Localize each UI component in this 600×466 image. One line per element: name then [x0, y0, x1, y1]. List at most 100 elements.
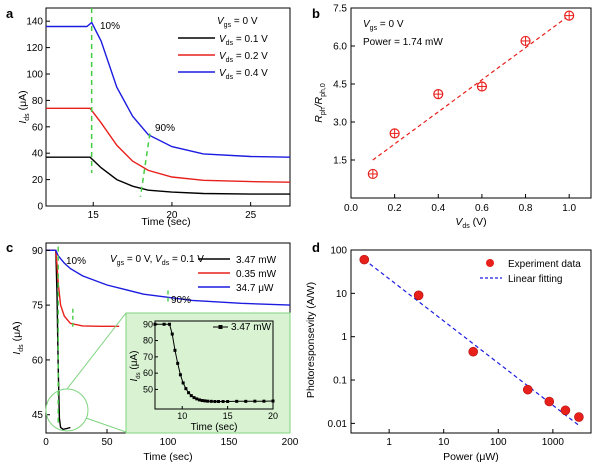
inset-point-12 [195, 397, 199, 401]
inset-point-20 [221, 400, 225, 404]
panel-d-point-5 [560, 405, 571, 416]
panel-b-point-5 [564, 10, 575, 21]
panel-b-point-4 [520, 35, 531, 47]
zoom-connector-top [66, 312, 127, 390]
panel-b-point-0 [367, 168, 378, 180]
panel-c-10pct-label: 10% [66, 256, 86, 267]
panel-c-xtick-label-1: 50 [101, 437, 113, 448]
panel-b-annotation-power: Power = 1.74 mW [363, 37, 443, 48]
inset-point-10 [189, 394, 193, 398]
panel-b-ytick-label-4: 7.5 [333, 4, 347, 15]
panel-b-xlabel: Vds (V) [455, 216, 486, 230]
panel-b-xtick-label-4: 0.8 [519, 203, 533, 214]
inset-point-25 [262, 399, 266, 403]
zoom-circle [45, 388, 89, 432]
inset-point-15 [203, 399, 207, 403]
inset-point-5 [176, 361, 180, 365]
inset-point-18 [213, 400, 217, 404]
panel-d-ylabel: Photoresponsevity (A/W) [305, 282, 317, 398]
inset-point-19 [217, 400, 221, 404]
panel-a-label: a [6, 6, 14, 21]
panel-d-legend: Experiment data Linear fitting [480, 259, 581, 285]
panel-a-series-1 [46, 107, 291, 183]
panel-b-label: b [312, 6, 320, 21]
panel-a-ylabel: Ids (μA) [17, 90, 31, 123]
panel-d-legend-0: Experiment data [508, 259, 581, 270]
panel-d-point-2 [468, 346, 479, 357]
panel-a-xtick-label-2: 25 [245, 210, 257, 221]
inset-point-11 [192, 396, 196, 400]
panel-c-legend-1: 0.35 mW [236, 269, 277, 280]
panel-c-ytick-label-2: 75 [32, 301, 44, 312]
panel-a-ytick-label-5: 100 [26, 70, 43, 81]
panel-d-xlabel: Power (μW) [443, 451, 499, 463]
panel-b-xtick-label-1: 0.2 [388, 203, 402, 214]
panel-d-xtick-label-3: 1000 [542, 437, 565, 448]
panel-a-series-2 [46, 21, 291, 158]
legend-marker-experiment [486, 259, 494, 267]
inset-point-22 [235, 399, 239, 403]
panel-c-series-0 [46, 249, 71, 431]
inset-point-1 [162, 322, 166, 326]
panel-c-xtick-label-3: 150 [221, 437, 238, 448]
panel-d-fit-line [363, 259, 580, 426]
panel-a-90pct-marker [139, 133, 151, 197]
panel-a-series-0 [46, 156, 290, 195]
panel-c-label: c [6, 240, 13, 255]
inset-point-13 [197, 398, 201, 402]
panel-c-xlabel: Time (sec) [143, 451, 192, 463]
inset-point-26 [271, 399, 275, 403]
panel-b-point-3 [476, 81, 488, 92]
panel-b-xtick-label-3: 0.6 [475, 203, 489, 214]
panel-c-legend-2: 34.7 μW [236, 283, 274, 294]
inset-point-8 [184, 387, 188, 391]
panel-c-legend: Vgs = 0 V, Vds = 0.1 V 3.47 mW 0.35 mW 3… [110, 254, 277, 294]
panel-d-ytick-label-2: 1 [341, 332, 347, 343]
panel-a-90pct-label: 90% [155, 123, 175, 134]
panel-b-ytick-label-0: 1.5 [333, 156, 347, 167]
panel-d-point-0 [359, 254, 370, 265]
panel-a-xlabel: Time (sec) [141, 216, 190, 228]
inset-point-17 [209, 399, 213, 403]
panel-b: b 0.0 0.2 0.4 0.6 0.8 1.0 1.5 3.0 4.5 6.0 7.5 Vgs … [312, 4, 592, 230]
panel-b-annotation-vgs: Vgs = 0 V [363, 19, 404, 32]
panel-d-xtick-label-2: 100 [490, 437, 507, 448]
inset-legend-label: 3.47 mW [231, 322, 272, 333]
inset-point-14 [200, 399, 204, 403]
panel-a-legend-title: Vgs = 0 V [217, 16, 258, 29]
panel-c-legend-0: 3.47 mW [236, 255, 277, 266]
panel-b-point-1 [389, 128, 400, 139]
inset-xlabel: Time (sec) [191, 422, 238, 433]
panel-b-ytick-label-3: 6.0 [333, 42, 347, 53]
panel-d-ytick-label-4: 100 [330, 246, 347, 257]
panel-c-xtick-label-2: 100 [160, 437, 177, 448]
panel-c-ytick-label-0: 45 [32, 410, 44, 421]
panel-c-ytick-label-3: 90 [32, 246, 44, 257]
panel-d: d 1 10 100 1000 0.01 0.1 1 10 100 Experiment dat… [305, 240, 592, 463]
panel-a-ytick-label-1: 20 [32, 175, 44, 186]
panel-d-point-6 [574, 412, 584, 422]
panel-b-fit-line [372, 15, 570, 161]
panel-a-xtick-label-0: 15 [88, 210, 100, 221]
inset-background [125, 312, 291, 434]
panel-d-ytick-label-3: 10 [336, 289, 348, 300]
panel-c-legend-title: Vgs = 0 V, Vds = 0.1 V [110, 254, 204, 267]
panel-b-xtick-label-0: 0.0 [344, 203, 358, 214]
inset-point-4 [173, 348, 177, 352]
panel-d-point-3 [522, 384, 533, 395]
panel-b-ylabel: Rph/Rph,0 [313, 83, 327, 123]
panel-a-ytick-label-4: 80 [32, 96, 44, 107]
panel-a-ytick-label-0: 0 [37, 202, 43, 213]
panel-d-xtick-label-0: 1 [386, 437, 392, 448]
panel-c-xtick-label-0: 0 [43, 437, 49, 448]
inset-xtick-label-1: 15 [223, 411, 233, 421]
panel-b-frame [350, 7, 592, 199]
panel-b-ytick-label-1: 3.0 [333, 118, 347, 129]
panel-d-point-1 [413, 290, 424, 301]
panel-c-90pct-label: 90% [171, 295, 191, 306]
panel-c-inset: 10 15 20 50 60 70 80 90 3.47 mW Time (sec) Ids … [125, 312, 291, 434]
panel-c-series-1 [46, 249, 120, 327]
inset-ytick-label-1: 60 [143, 368, 153, 378]
panel-a-legend: Vgs = 0 V Vds = 0.1 V Vds = 0.2 V Vds = … [178, 16, 268, 81]
inset-ytick-label-2: 70 [143, 352, 153, 362]
